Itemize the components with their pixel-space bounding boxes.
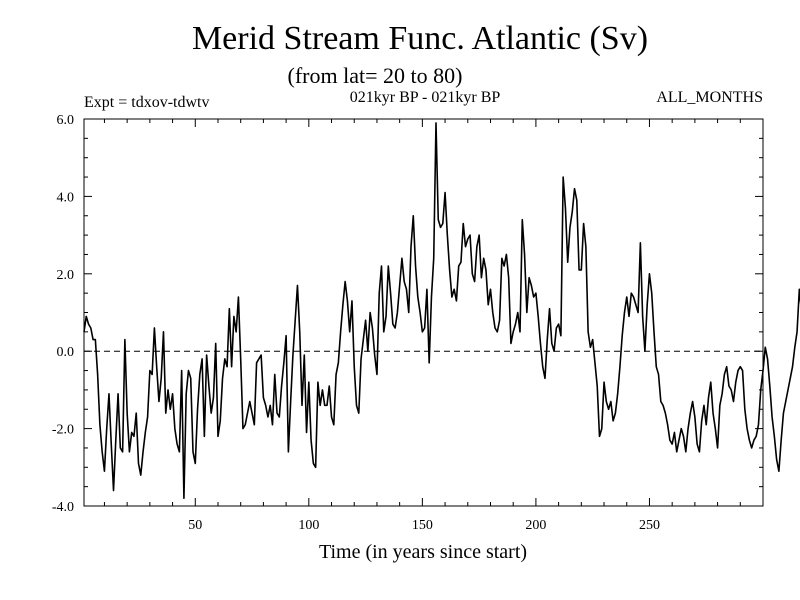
period-label: 021kyr BP - 021kyr BP: [350, 89, 501, 106]
experiment-label: Expt = tdxov-tdwtv: [84, 94, 209, 111]
y-tick-label: 2.0: [57, 268, 75, 283]
y-tick-label: 4.0: [57, 190, 75, 205]
series-line-0: [83, 122, 800, 500]
plot-frame: [83, 118, 764, 507]
x-tick-label: 250: [639, 518, 660, 533]
months-label: ALL_MONTHS: [656, 89, 763, 106]
x-tick-label: 200: [525, 518, 546, 533]
y-tick-label: -2.0: [52, 423, 74, 438]
plot-area: -4.0 -2.0 0.0 2.0 4.0 6.0 50 100 150 200 250: [52, 113, 800, 533]
x-tick-label: 150: [412, 518, 433, 533]
chart-title: Merid Stream Func. Atlantic (Sv): [192, 20, 648, 57]
chart-subtitle: (from lat= 20 to 80): [288, 63, 463, 88]
y-tick-label: 6.0: [57, 113, 75, 128]
y-tick-label: 0.0: [57, 345, 75, 360]
x-tick-label: 100: [298, 518, 319, 533]
y-tick-label: -4.0: [52, 500, 74, 515]
x-axis-title: Time (in years since start): [319, 541, 527, 563]
x-tick-label: 50: [188, 518, 202, 533]
